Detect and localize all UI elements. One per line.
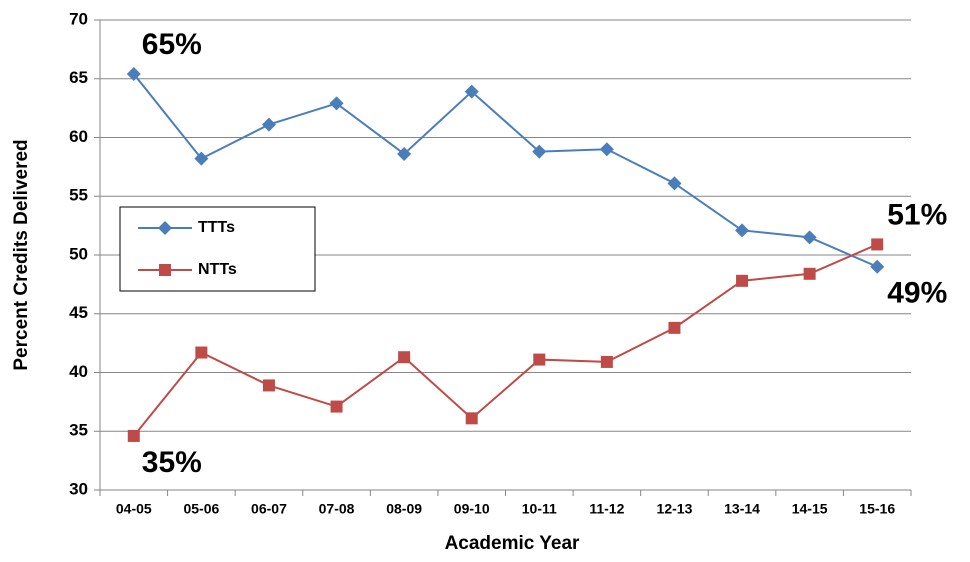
y-tick-label: 30 bbox=[69, 479, 88, 498]
data-label: 51% bbox=[887, 198, 947, 231]
data-point bbox=[195, 346, 208, 359]
data-point bbox=[668, 321, 681, 334]
data-label: 65% bbox=[142, 28, 202, 61]
data-point bbox=[599, 142, 614, 157]
data-point bbox=[398, 351, 411, 364]
data-point bbox=[736, 274, 749, 287]
data-point bbox=[667, 176, 682, 191]
x-tick-label: 05-06 bbox=[183, 501, 219, 517]
data-point bbox=[126, 67, 141, 82]
data-point bbox=[329, 96, 344, 111]
x-tick-label: 07-08 bbox=[319, 501, 355, 517]
x-tick-label: 12-13 bbox=[657, 501, 693, 517]
x-tick-label: 11-12 bbox=[589, 501, 624, 517]
series-line bbox=[133, 243, 878, 437]
data-point bbox=[330, 400, 343, 413]
data-point bbox=[262, 379, 275, 392]
data-point bbox=[803, 267, 816, 280]
data-point bbox=[261, 117, 276, 132]
y-tick-label: 40 bbox=[69, 362, 88, 381]
data-point bbox=[464, 84, 479, 99]
x-tick-label: 13-14 bbox=[724, 501, 760, 517]
x-tick-label: 09-10 bbox=[454, 501, 490, 517]
x-tick-label: 10-11 bbox=[522, 501, 557, 517]
legend-marker bbox=[158, 221, 172, 235]
data-point bbox=[127, 429, 140, 442]
data-point bbox=[600, 355, 613, 368]
y-tick-label: 60 bbox=[69, 127, 88, 146]
y-tick-label: 70 bbox=[69, 9, 88, 28]
x-tick-label: 14-15 bbox=[792, 501, 828, 517]
y-tick-label: 65 bbox=[69, 68, 88, 87]
data-point bbox=[194, 151, 209, 166]
x-axis-label: Academic Year bbox=[445, 533, 580, 554]
data-point bbox=[871, 238, 884, 251]
series-line bbox=[133, 73, 878, 268]
data-point bbox=[532, 144, 547, 159]
y-tick-label: 50 bbox=[69, 244, 88, 263]
y-tick-label: 55 bbox=[69, 186, 88, 205]
legend-label: NTTs bbox=[198, 261, 237, 278]
x-tick-label: 04-05 bbox=[116, 501, 152, 517]
x-tick-label: 06-07 bbox=[251, 501, 287, 517]
data-label: 35% bbox=[142, 446, 202, 479]
y-tick-label: 35 bbox=[69, 421, 88, 440]
data-point bbox=[735, 223, 750, 238]
x-tick-label: 15-16 bbox=[859, 501, 895, 517]
data-point bbox=[870, 259, 885, 274]
data-point bbox=[802, 230, 817, 245]
y-tick-label: 45 bbox=[69, 303, 88, 322]
data-point bbox=[465, 412, 478, 425]
legend-box bbox=[119, 206, 316, 292]
data-point bbox=[397, 146, 412, 161]
legend-marker bbox=[159, 264, 171, 276]
legend-label: TTTs bbox=[198, 219, 235, 236]
data-label: 49% bbox=[887, 277, 947, 310]
x-tick-label: 08-09 bbox=[386, 501, 422, 517]
data-point bbox=[533, 353, 546, 366]
y-axis-label: Percent Credits Delivered bbox=[11, 139, 32, 370]
